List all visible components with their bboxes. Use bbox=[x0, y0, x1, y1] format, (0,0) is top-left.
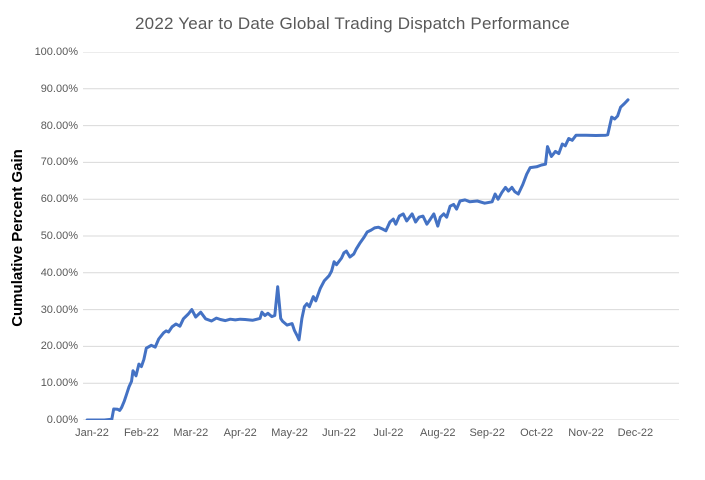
y-tick-label: 60.00% bbox=[40, 193, 78, 206]
x-tick-label: Mar-22 bbox=[173, 427, 209, 439]
x-tick-label: Sep-22 bbox=[469, 427, 505, 439]
x-tick-label: May-22 bbox=[271, 427, 308, 439]
x-tick-label: Feb-22 bbox=[123, 427, 159, 439]
performance-line bbox=[85, 98, 630, 420]
y-tick-label: 0.00% bbox=[46, 414, 78, 426]
y-tick-label: 70.00% bbox=[40, 156, 78, 169]
gridlines bbox=[83, 52, 679, 420]
chart-title: 2022 Year to Date Global Trading Dispatc… bbox=[135, 14, 570, 33]
x-tick-label: Jul-22 bbox=[373, 427, 404, 439]
y-tick-label: 100.00% bbox=[34, 46, 78, 58]
y-tick-label: 80.00% bbox=[40, 119, 78, 132]
y-tick-label: 90.00% bbox=[40, 82, 78, 95]
x-tick-label: Oct-22 bbox=[520, 427, 554, 439]
x-tick-label: Dec-22 bbox=[617, 427, 654, 439]
x-tick-label: Apr-22 bbox=[223, 427, 257, 439]
y-tick-label: 30.00% bbox=[40, 303, 78, 316]
x-tick-label: Jan-22 bbox=[75, 427, 109, 439]
y-tick-label: 20.00% bbox=[40, 340, 78, 353]
x-tick-label: Jun-22 bbox=[322, 427, 356, 439]
x-tick-label: Aug-22 bbox=[420, 427, 456, 439]
x-tick-label: Nov-22 bbox=[568, 427, 604, 439]
y-tick-label: 50.00% bbox=[40, 230, 78, 242]
y-tick-label: 10.00% bbox=[40, 377, 78, 390]
y-tick-label: 40.00% bbox=[40, 266, 78, 279]
plot-area bbox=[83, 52, 679, 420]
